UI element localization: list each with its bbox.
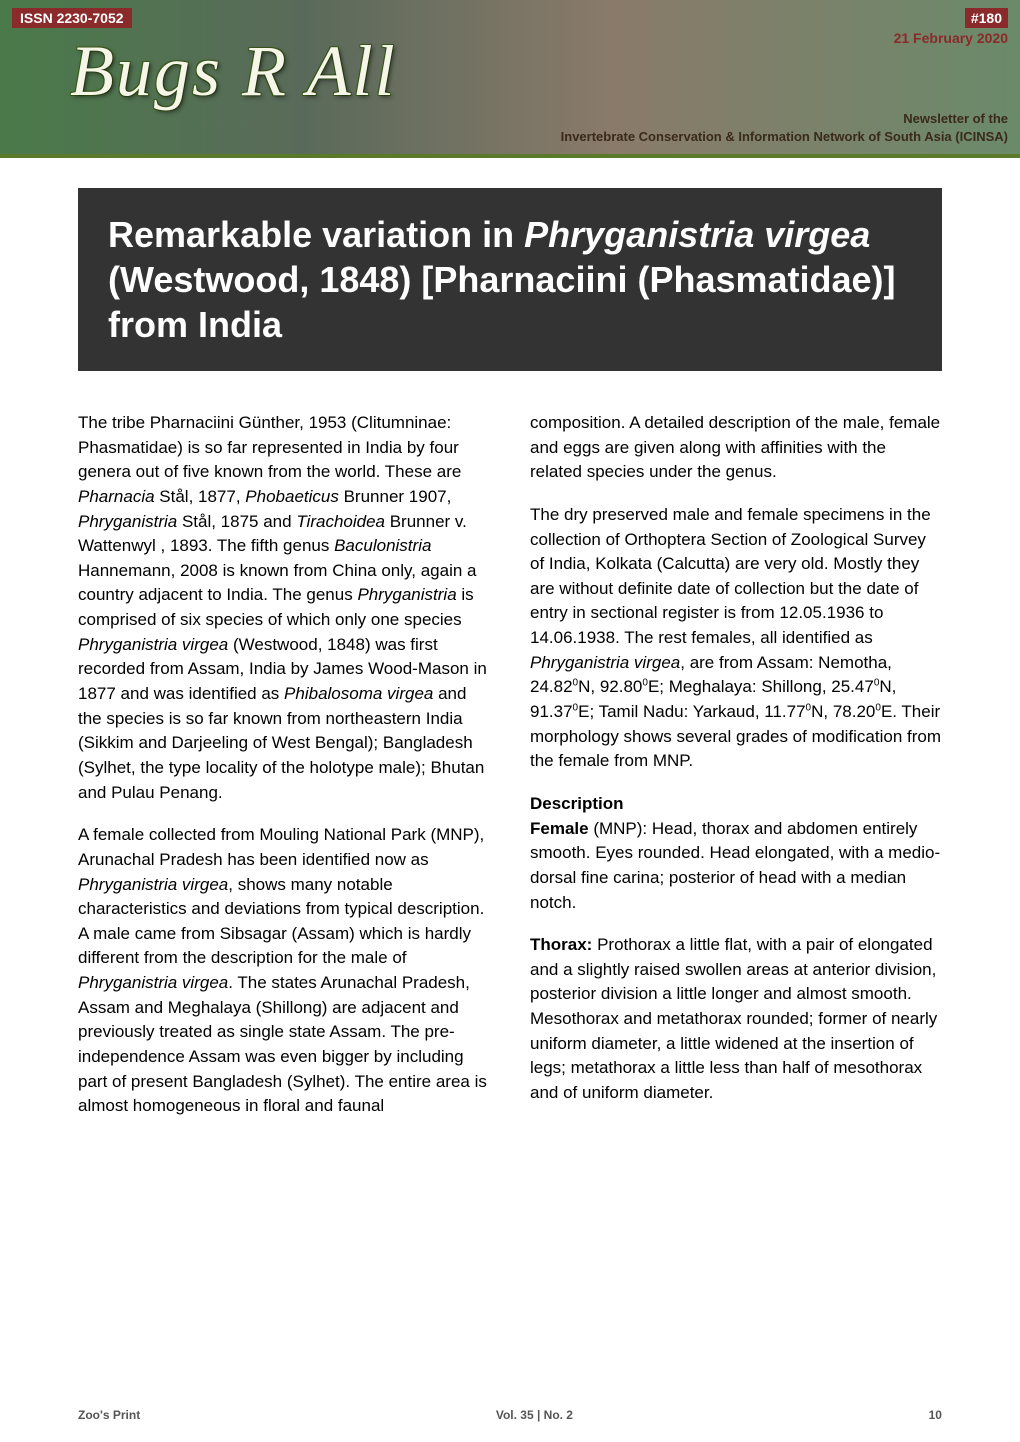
footer: Zoo's Print Vol. 35 | No. 2 10 xyxy=(78,1408,942,1422)
body-paragraph: DescriptionFemale (MNP): Head, thorax an… xyxy=(530,792,942,915)
footer-right: 10 xyxy=(929,1408,942,1422)
header-banner: ISSN 2230-7052 #180 21 February 2020 Bug… xyxy=(0,0,1020,158)
issue-number: #180 xyxy=(965,8,1008,28)
issue-date: 21 February 2020 xyxy=(894,30,1008,46)
article-title: Remarkable variation in Phryganistria vi… xyxy=(108,212,912,347)
body-paragraph: The tribe Pharnaciini Günther, 1953 (Cli… xyxy=(78,411,490,805)
body-columns: The tribe Pharnaciini Günther, 1953 (Cli… xyxy=(78,411,942,1137)
body-paragraph: composition. A detailed description of t… xyxy=(530,411,942,485)
body-paragraph: Thorax: Prothorax a little flat, with a … xyxy=(530,933,942,1105)
title-block: Remarkable variation in Phryganistria vi… xyxy=(78,188,942,371)
body-paragraph: A female collected from Mouling National… xyxy=(78,823,490,1119)
body-paragraph: The dry preserved male and female specim… xyxy=(530,503,942,774)
right-column: composition. A detailed description of t… xyxy=(530,411,942,1137)
footer-center: Vol. 35 | No. 2 xyxy=(496,1408,573,1422)
masthead-logo: Bugs R All xyxy=(70,30,397,113)
network-label: Invertebrate Conservation & Information … xyxy=(561,129,1008,144)
issue-info: #180 21 February 2020 xyxy=(894,8,1008,46)
newsletter-label: Newsletter of the xyxy=(903,111,1008,126)
left-column: The tribe Pharnaciini Günther, 1953 (Cli… xyxy=(78,411,490,1137)
footer-left: Zoo's Print xyxy=(78,1408,140,1422)
issn-badge: ISSN 2230-7052 xyxy=(12,8,132,28)
content-area: Remarkable variation in Phryganistria vi… xyxy=(0,158,1020,1157)
